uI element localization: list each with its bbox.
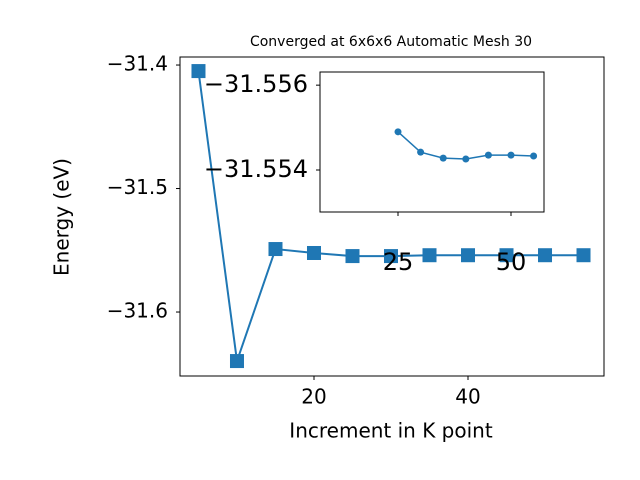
y-axis-label: Energy (eV): [50, 158, 74, 276]
marker: [439, 154, 447, 162]
marker: [484, 151, 492, 159]
marker: [461, 248, 476, 263]
marker: [507, 151, 515, 159]
x-axis-label: Increment in K point: [289, 419, 493, 443]
marker: [538, 248, 553, 263]
y-tick-label: −31.556: [204, 70, 308, 98]
y-tick-label: −31.554: [204, 155, 308, 183]
plot-area: [319, 71, 545, 213]
marker: [191, 64, 206, 79]
y-tick-label: −31.4: [107, 52, 168, 76]
marker: [422, 248, 437, 263]
marker: [462, 155, 470, 163]
marker: [576, 248, 591, 263]
marker: [306, 245, 321, 260]
y-tick-label: −31.5: [107, 175, 168, 199]
marker: [499, 248, 514, 263]
marker: [417, 148, 425, 156]
series: [191, 64, 591, 369]
y-tick-label: −31.6: [107, 299, 168, 323]
x-tick-label: 25: [383, 248, 414, 276]
marker: [229, 354, 244, 369]
x-tick-label: 40: [455, 385, 480, 409]
marker: [530, 152, 538, 160]
marker: [383, 249, 398, 264]
x-tick-label: 50: [496, 248, 527, 276]
marker: [268, 242, 283, 257]
marker: [394, 128, 402, 136]
marker: [345, 249, 360, 264]
series: [394, 128, 538, 163]
x-tick-label: 20: [301, 385, 326, 409]
chart-title: Converged at 6x6x6 Automatic Mesh 30: [250, 34, 532, 50]
